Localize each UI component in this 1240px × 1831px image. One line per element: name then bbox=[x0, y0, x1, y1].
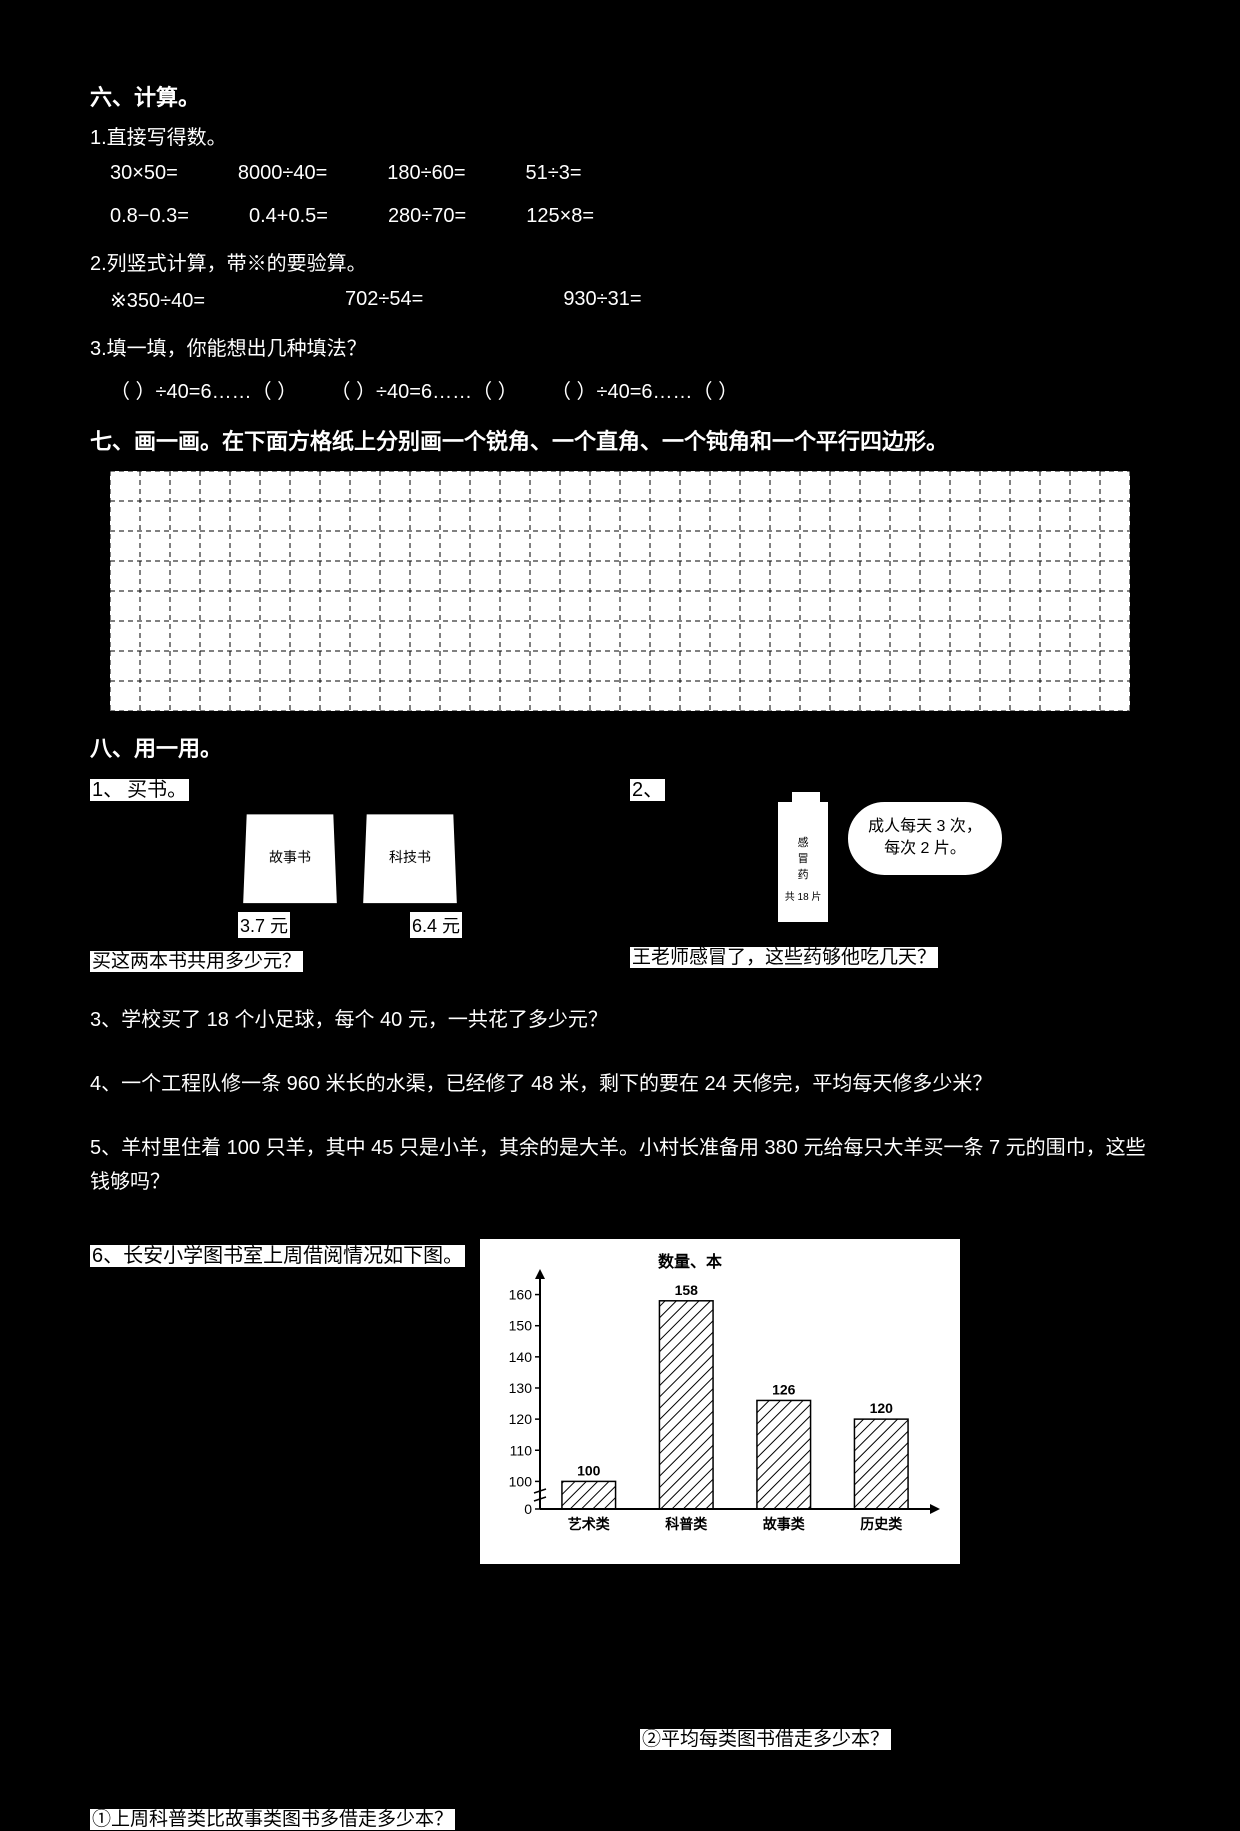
q3-text: 3、学校买了 18 个小足球，每个 40 元，一共花了多少元？ bbox=[90, 1003, 1150, 1037]
svg-text:160: 160 bbox=[509, 1287, 533, 1303]
q2-medicine: 2、 感 冒 药 共 18 片 成人每天 3 次， 每次 2 片。 王老师感冒了… bbox=[630, 773, 1150, 973]
q3-label: 3.填一填，你能想出几种填法？ bbox=[90, 333, 1150, 365]
bottle-l1: 感 bbox=[780, 834, 826, 850]
fill-3: （ ）÷40=6……（ ） bbox=[551, 381, 738, 403]
q6-label: 6、长安小学图书室上周借阅情况如下图。 bbox=[90, 1245, 465, 1267]
calc-item: 702÷54= bbox=[345, 288, 423, 313]
calc-item: 51÷3= bbox=[526, 162, 582, 185]
q4-text: 4、一个工程队修一条 960 米长的水渠，已经修了 48 米，剩下的要在 24 … bbox=[90, 1067, 1150, 1101]
book2-title: 科技书 bbox=[389, 847, 431, 867]
svg-text:140: 140 bbox=[509, 1349, 533, 1365]
cloud-l1: 成人每天 3 次， bbox=[868, 816, 982, 838]
section6-title: 六、计算。 bbox=[90, 80, 1150, 112]
svg-text:126: 126 bbox=[772, 1381, 796, 1397]
fill-blank: （ ）÷40=6……（ ） （ ）÷40=6……（ ） （ ）÷40=6……（ … bbox=[110, 375, 1150, 404]
calc-item: 280÷70= bbox=[388, 205, 466, 228]
book1-title: 故事书 bbox=[269, 847, 311, 867]
svg-text:120: 120 bbox=[870, 1400, 894, 1416]
svg-text:110: 110 bbox=[510, 1442, 533, 1458]
medicine-bottle: 感 冒 药 共 18 片 bbox=[778, 802, 828, 922]
svg-text:数量、本: 数量、本 bbox=[658, 1252, 722, 1271]
calc-item: 30×50= bbox=[110, 162, 178, 185]
svg-text:150: 150 bbox=[509, 1318, 533, 1334]
fill-1: （ ）÷40=6……（ ） bbox=[110, 381, 297, 403]
section8-title: 八、用一用。 bbox=[90, 731, 1150, 763]
svg-text:120: 120 bbox=[509, 1411, 533, 1427]
q1-question: 买这两本书共用多少元？ bbox=[90, 951, 303, 972]
svg-text:历史类: 历史类 bbox=[860, 1516, 903, 1532]
fill-2: （ ）÷40=6……（ ） bbox=[330, 381, 517, 403]
q6-sub1: ①上周科普类比故事类图书多借走多少本？ bbox=[90, 1809, 455, 1830]
calc-item: 8000÷40= bbox=[238, 162, 327, 185]
q2-label: 2.列竖式计算，带※的要验算。 bbox=[90, 248, 1150, 280]
calc-item: 180÷60= bbox=[387, 162, 465, 185]
book-tech: 科技书 bbox=[363, 814, 457, 903]
calc-item: 0.4+0.5= bbox=[249, 205, 328, 228]
section7-title: 七、画一画。在下面方格纸上分别画一个锐角、一个直角、一个钝角和一个平行四边形。 bbox=[90, 424, 1150, 456]
cloud-l2: 每次 2 片。 bbox=[868, 838, 982, 860]
q2-question: 王老师感冒了，这些药够他吃几天？ bbox=[630, 947, 938, 968]
svg-text:100: 100 bbox=[577, 1462, 601, 1478]
price2: 6.4 元 bbox=[410, 912, 462, 938]
price1: 3.7 元 bbox=[238, 912, 290, 938]
svg-text:故事类: 故事类 bbox=[763, 1516, 806, 1532]
bottle-l2: 冒 bbox=[780, 850, 826, 866]
calc-item: 0.8−0.3= bbox=[110, 205, 189, 228]
svg-text:130: 130 bbox=[509, 1380, 533, 1396]
calc-row-3: ※350÷40= 702÷54= 930÷31= bbox=[110, 288, 1150, 313]
q1-buy-books: 1、买书。 故事书 科技书 3.7 元 6.4 元 买这两本书共用多少元？ bbox=[90, 773, 610, 973]
q5-text: 5、羊村里住着 100 只羊，其中 45 只是小羊，其余的是大羊。小村长准备用 … bbox=[90, 1131, 1150, 1199]
dosage-cloud: 成人每天 3 次， 每次 2 片。 bbox=[848, 802, 1002, 875]
q1-label: 1.直接写得数。 bbox=[90, 122, 1150, 154]
q1-label: 买书。 bbox=[125, 779, 189, 801]
bottle-l3: 药 bbox=[780, 866, 826, 882]
svg-text:科普类: 科普类 bbox=[665, 1516, 708, 1532]
calc-row-1: 30×50= 8000÷40= 180÷60= 51÷3= bbox=[110, 162, 1150, 185]
calc-item: ※350÷40= bbox=[110, 288, 205, 313]
library-bar-chart: 数量、本 0 100 110 120 130 140 150 160 100 艺术类 158 科普类 12… bbox=[480, 1239, 960, 1564]
calc-row-2: 0.8−0.3= 0.4+0.5= 280÷70= 125×8= bbox=[110, 205, 1150, 228]
drawing-grid bbox=[110, 471, 1130, 711]
q1-num: 1、 bbox=[90, 779, 125, 801]
svg-text:100: 100 bbox=[509, 1473, 533, 1489]
svg-text:158: 158 bbox=[675, 1282, 699, 1298]
svg-text:0: 0 bbox=[524, 1501, 532, 1517]
calc-item: 930÷31= bbox=[563, 288, 641, 313]
book-story: 故事书 bbox=[243, 814, 337, 903]
q2-num: 2、 bbox=[630, 779, 665, 801]
svg-text:艺术类: 艺术类 bbox=[568, 1516, 611, 1532]
q6-sub2: ②平均每类图书借走多少本？ bbox=[640, 1729, 891, 1750]
calc-item: 125×8= bbox=[526, 205, 594, 228]
bottle-l4: 共 18 片 bbox=[780, 888, 826, 903]
